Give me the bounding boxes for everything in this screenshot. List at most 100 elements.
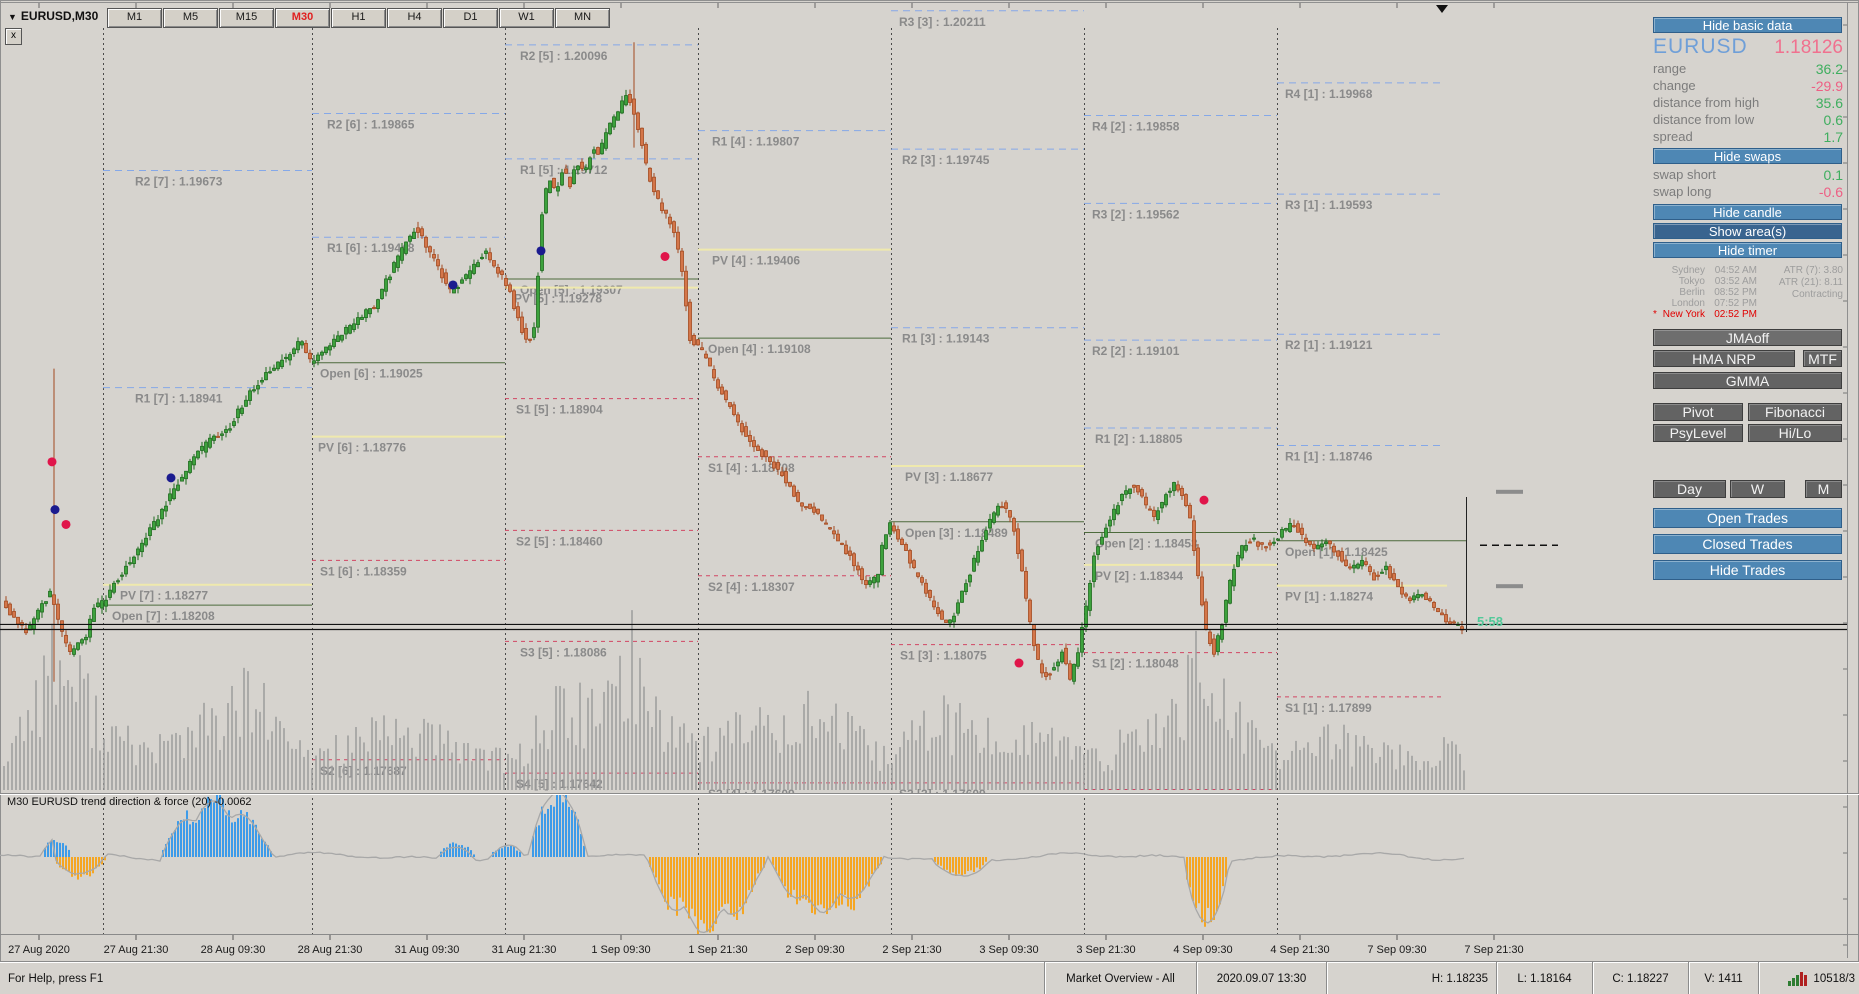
stat-value: 35.6 <box>1815 95 1843 111</box>
closed-trades-button[interactable]: Closed Trades <box>1653 534 1842 554</box>
hilo-button[interactable]: Hi/Lo <box>1748 424 1842 442</box>
timeframe-button-h4[interactable]: H4 <box>387 8 442 28</box>
time-axis-label: 28 Aug 21:30 <box>298 944 363 956</box>
open-trades-button[interactable]: Open Trades <box>1653 508 1842 528</box>
session-row-tokyo: Tokyo 03:52 AM <box>1653 276 1757 287</box>
mtf-button[interactable]: MTF <box>1803 350 1842 367</box>
time-axis-label: 3 Sep 21:30 <box>1076 944 1135 956</box>
session-marker <box>1653 276 1661 287</box>
hide-basic-data-button[interactable]: Hide basic data <box>1653 17 1842 33</box>
pivot-label: S1 [1] : 1.17899 <box>1285 701 1372 715</box>
hide-trades-button[interactable]: Hide Trades <box>1653 560 1842 580</box>
candles <box>4 42 1464 685</box>
session-marker: * <box>1653 309 1657 320</box>
status-close: C: 1.18227 <box>1592 962 1688 994</box>
swap-value: 0.1 <box>1823 167 1843 183</box>
timeframe-button-h1[interactable]: H1 <box>331 8 386 28</box>
fibonacci-button[interactable]: Fibonacci <box>1748 403 1842 421</box>
time-axis-label: 7 Sep 21:30 <box>1464 944 1523 956</box>
time-axis-label: 4 Sep 09:30 <box>1173 944 1232 956</box>
atr21-value: ATR (21): 8.11 <box>1778 277 1843 288</box>
pivot-label: S2 [5] : 1.18460 <box>516 534 603 548</box>
connection-bars-icon <box>1788 971 1808 986</box>
current-price: 1.18126 <box>1774 37 1843 58</box>
signal-dot-navy <box>536 246 546 256</box>
week-button[interactable]: W <box>1730 480 1785 498</box>
pivot-label: Open [6] : 1.19025 <box>320 367 423 381</box>
pivot-label: S2 [2] : 1.17587 <box>1092 793 1179 807</box>
hide-swaps-button[interactable]: Hide swaps <box>1653 148 1842 164</box>
chart-symbol-dropdown[interactable]: ▼ EURUSD,M30 <box>8 9 98 23</box>
indicator-histogram <box>0 795 1465 934</box>
session-time: 02:52 PM <box>1714 309 1757 320</box>
timeframe-button-mn[interactable]: MN <box>555 8 610 28</box>
pivot-label: PV [7] : 1.18277 <box>120 589 208 603</box>
timeframe-button-m30[interactable]: M30 <box>275 8 330 28</box>
pivot-label: Open [3] : 1.18489 <box>905 526 1008 540</box>
timeframe-button-m5[interactable]: M5 <box>163 8 218 28</box>
session-time: 08:52 PM <box>1714 287 1757 298</box>
pivot-label: R2 [5] : 1.20096 <box>520 49 608 63</box>
pivot-button[interactable]: Pivot <box>1653 403 1743 421</box>
stat-value: 36.2 <box>1815 61 1843 77</box>
time-axis-label: 31 Aug 09:30 <box>395 944 460 956</box>
show-areas-button[interactable]: Show area(s) <box>1653 223 1842 239</box>
signal-dots <box>47 246 1209 668</box>
signal-dot-red <box>660 252 670 262</box>
month-button[interactable]: M <box>1805 480 1842 498</box>
pivot-label: PV [1] : 1.18274 <box>1285 590 1373 604</box>
time-axis[interactable]: 27 Aug 2020 27 Aug 21:30 28 Aug 09:30 28 Au… <box>8 935 1524 956</box>
status-connection: 10518/3 <box>1758 962 1859 994</box>
session-marker <box>1653 298 1661 309</box>
jmaoff-button[interactable]: JMAoff <box>1653 329 1842 346</box>
timeframe-button-d1[interactable]: D1 <box>443 8 498 28</box>
stat-row-distance-low: distance from low 0.6 <box>1653 112 1843 128</box>
pivot-label: Open [2] : 1.18453 <box>1095 536 1198 550</box>
session-row-newyork: * New York 02:52 PM <box>1653 309 1757 320</box>
time-axis-label: 7 Sep 09:30 <box>1367 944 1426 956</box>
price-chart[interactable]: R2 [7] : 1.19673 R1 [7] : 1.18941 PV [7] :… <box>0 0 1859 961</box>
price-pane: R2 [7] : 1.19673 R1 [7] : 1.18941 PV [7] :… <box>3 10 1558 807</box>
pivot-label: PV [3] : 1.18677 <box>905 470 993 484</box>
pivot-label: R2 [3] : 1.19745 <box>902 153 990 167</box>
time-axis-label: 4 Sep 21:30 <box>1270 944 1329 956</box>
time-axis-label: 2 Sep 09:30 <box>785 944 844 956</box>
timeframe-button-w1[interactable]: W1 <box>499 8 554 28</box>
chevron-down-icon: ▼ <box>8 12 17 22</box>
session-name: Sydney <box>1671 265 1705 276</box>
hide-timer-button[interactable]: Hide timer <box>1653 242 1842 258</box>
session-time: 04:52 AM <box>1714 265 1757 276</box>
stat-row-spread: spread 1.7 <box>1653 129 1843 145</box>
pivot-label: PV [2] : 1.18344 <box>1095 569 1183 583</box>
status-bar: For Help, press F1 Market Overview - All… <box>0 961 1859 994</box>
swap-value: -0.6 <box>1818 184 1843 200</box>
pivot-label: PV [5] : 1.19278 <box>514 292 602 306</box>
pivot-label: S1 [2] : 1.18048 <box>1092 657 1179 671</box>
pivot-label: R4 [2] : 1.19858 <box>1092 120 1180 134</box>
timeframe-button-m15[interactable]: M15 <box>219 8 274 28</box>
swap-label: swap long <box>1653 184 1712 199</box>
psylevel-button[interactable]: PsyLevel <box>1653 424 1743 442</box>
pivot-label: R2 [2] : 1.19101 <box>1092 344 1180 358</box>
swap-short-row: swap short 0.1 <box>1653 167 1843 183</box>
gmma-button[interactable]: GMMA <box>1653 372 1842 389</box>
timeframe-button-m1[interactable]: M1 <box>107 8 162 28</box>
pivot-label: R3 [1] : 1.19593 <box>1285 198 1373 212</box>
pivot-levels: R2 [7] : 1.19673 R1 [7] : 1.18941 PV [7] :… <box>103 10 1466 807</box>
signal-dot-navy <box>166 473 176 483</box>
signal-dot-red <box>47 457 57 467</box>
atr-info: ATR (7): 3.80 ATR (21): 8.11 Contracting <box>1757 265 1843 301</box>
pivot-label: R4 [1] : 1.19968 <box>1285 87 1373 101</box>
stat-row-change: change -29.9 <box>1653 78 1843 94</box>
stat-label: change <box>1653 78 1696 93</box>
pivot-label: R1 [7] : 1.18941 <box>135 392 223 406</box>
hma-nrp-button[interactable]: HMA NRP <box>1653 350 1795 367</box>
time-axis-label: 1 Sep 09:30 <box>591 944 650 956</box>
atr-state: Contracting <box>1791 289 1843 300</box>
hide-candle-button[interactable]: Hide candle <box>1653 204 1842 220</box>
swap-long-row: swap long -0.6 <box>1653 184 1843 200</box>
pivot-label: PV [4] : 1.19406 <box>712 254 800 268</box>
day-button[interactable]: Day <box>1653 480 1726 498</box>
signal-dot-red <box>1199 495 1209 505</box>
close-panel-button[interactable]: x <box>5 28 22 45</box>
